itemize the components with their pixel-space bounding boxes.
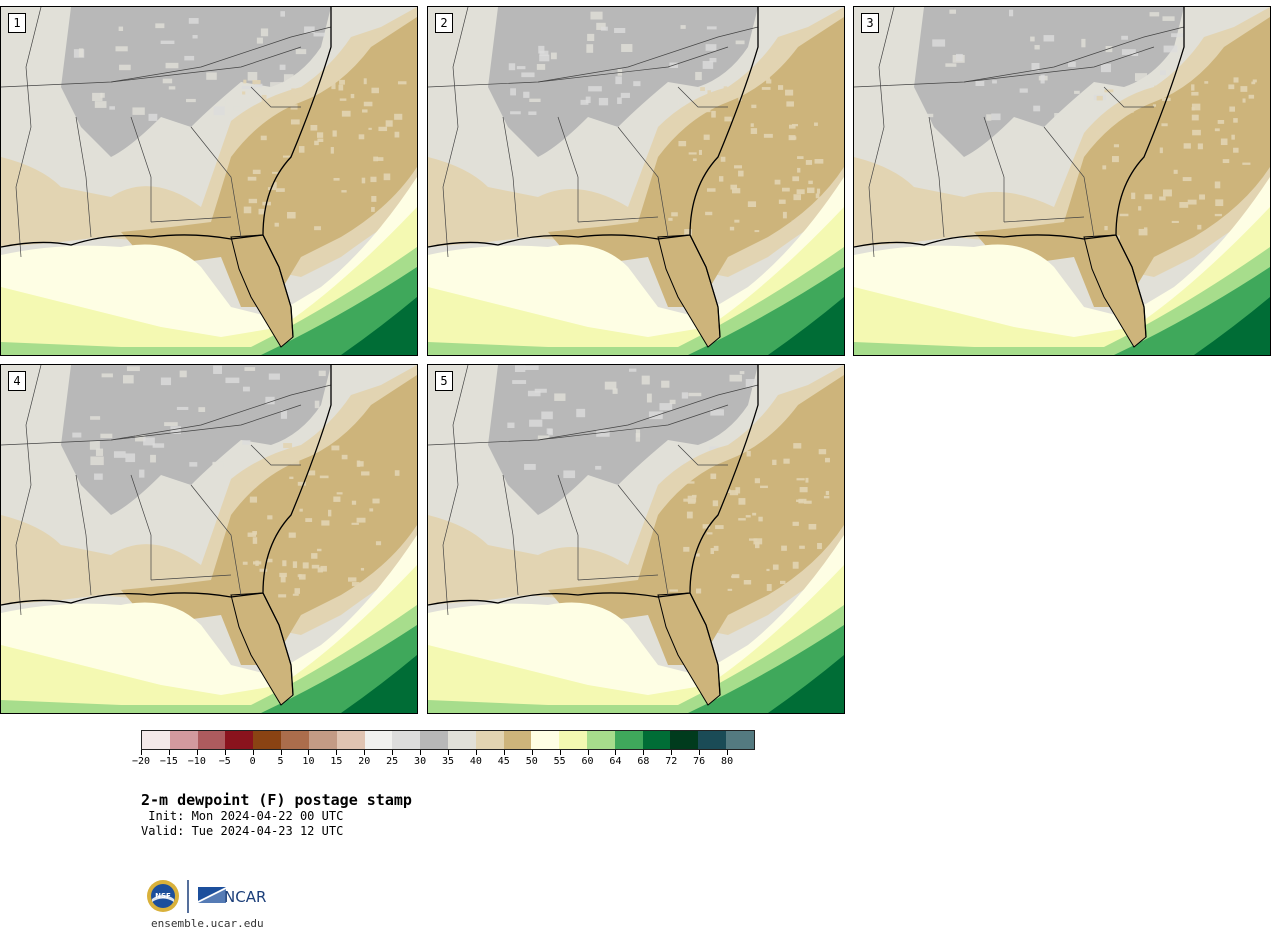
svg-text:NCAR: NCAR: [224, 888, 266, 906]
map-panel-2: 2: [427, 6, 845, 356]
nsf-logo: NSF: [147, 880, 179, 912]
colorbar-tick: [420, 750, 422, 755]
ncar-logo: NCAR: [198, 887, 266, 906]
colorbar-tick: [448, 750, 449, 755]
colorbar-tick: [224, 750, 226, 755]
map-panel-3: 3: [853, 6, 1271, 356]
colorbar-tick-label: 25: [386, 756, 399, 767]
colorbar-tick-label: −15: [159, 756, 178, 767]
colorbar-swatch: [225, 731, 254, 749]
colorbar-tick-label: −10: [187, 756, 206, 767]
map-panel-1: 1: [0, 6, 418, 356]
dewpoint-map: [428, 7, 844, 355]
colorbar-swatch: [308, 731, 337, 749]
colorbar-tick-label: 50: [525, 756, 538, 767]
colorbar-swatch: [559, 731, 587, 749]
colorbar-tick-label: 60: [581, 756, 594, 767]
colorbar-swatch: [531, 731, 560, 749]
colorbar-swatch: [670, 731, 699, 749]
map-panel-4: 4: [0, 364, 418, 714]
panel-number-label: 4: [8, 371, 26, 391]
plot-title: 2-m dewpoint (F) postage stamp: [141, 791, 412, 809]
valid-time: Valid: Tue 2024-04-23 12 UTC: [141, 824, 344, 838]
svg-text:NSF: NSF: [155, 892, 171, 900]
colorbar-swatch: [475, 731, 504, 749]
panel-number-label: 2: [435, 13, 453, 33]
panel-number-label: 3: [861, 13, 879, 33]
colorbar-swatch: [698, 731, 727, 749]
colorbar-tick: [643, 750, 645, 755]
dewpoint-map: [1, 7, 417, 355]
logo-url: ensemble.ucar.edu: [151, 917, 264, 930]
colorbar-tick-label: −5: [218, 756, 231, 767]
map-panel-5: 5: [427, 364, 845, 714]
colorbar-tick: [615, 750, 617, 755]
colorbar-tick: [559, 750, 561, 755]
colorbar-tick: [168, 750, 170, 755]
init-time: Init: Mon 2024-04-22 00 UTC: [141, 809, 344, 823]
colorbar-tick-label: 64: [609, 756, 622, 767]
colorbar-tick-label: 76: [693, 756, 706, 767]
colorbar-swatch: [253, 731, 282, 749]
colorbar-swatch: [503, 731, 532, 749]
colorbar-swatch: [447, 731, 476, 749]
colorbar-tick: [392, 750, 394, 755]
colorbar-tick: [699, 750, 701, 755]
colorbar-tick-label: 10: [302, 756, 315, 767]
colorbar-tick-label: 0: [249, 756, 256, 767]
panel-number-label: 5: [435, 371, 453, 391]
colorbar-tick: [503, 750, 505, 755]
colorbar-tick: [280, 750, 282, 755]
colorbar-swatch: [614, 731, 643, 749]
colorbar-swatch: [392, 731, 421, 749]
colorbar-swatch: [726, 731, 754, 749]
dewpoint-map: [854, 7, 1270, 355]
colorbar-swatch: [364, 731, 393, 749]
colorbar-tick: [336, 750, 338, 755]
colorbar-swatch: [420, 731, 448, 749]
colorbar-tick: [727, 750, 729, 755]
panel-number-label: 1: [8, 13, 26, 33]
colorbar-tick-label: 15: [330, 756, 343, 767]
colorbar-tick-label: 55: [553, 756, 566, 767]
colorbar-swatch: [169, 731, 198, 749]
colorbar-tick: [475, 750, 477, 755]
dewpoint-map: [1, 365, 417, 713]
colorbar-swatch: [197, 731, 226, 749]
colorbar-tick: [587, 750, 589, 755]
colorbar-swatch: [281, 731, 309, 749]
colorbar-tick-label: 5: [277, 756, 284, 767]
colorbar-tick-label: 40: [469, 756, 482, 767]
nsf-ncar-logo: NSF NCAR: [147, 880, 266, 913]
colorbar-tick: [196, 750, 198, 755]
colorbar-tick: [364, 750, 366, 755]
colorbar-tick: [141, 750, 142, 755]
colorbar-tick-label: 68: [637, 756, 650, 767]
colorbar-tick-label: 35: [441, 756, 455, 767]
colorbar-swatch: [642, 731, 671, 749]
colorbar-tick-label: −20: [131, 756, 151, 767]
colorbar: [141, 730, 755, 750]
colorbar-tick-label: 72: [665, 756, 678, 767]
colorbar-tick-label: 20: [358, 756, 371, 767]
colorbar-tick-label: 80: [721, 756, 734, 767]
colorbar-swatch: [336, 731, 365, 749]
colorbar-swatch: [587, 731, 615, 749]
colorbar-tick: [252, 750, 254, 755]
colorbar-tick-label: 45: [497, 756, 510, 767]
colorbar-tick-label: 30: [414, 756, 427, 767]
colorbar-swatch: [142, 731, 170, 749]
colorbar-ticks: −20 −15 −10 −5 0 5 10 15 20 25 30 35 40 45 50 55 60 64 68 7…: [132, 750, 755, 780]
colorbar-tick: [671, 750, 673, 755]
colorbar-tick: [308, 750, 310, 755]
colorbar-tick: [531, 750, 533, 755]
dewpoint-map: [428, 365, 844, 713]
